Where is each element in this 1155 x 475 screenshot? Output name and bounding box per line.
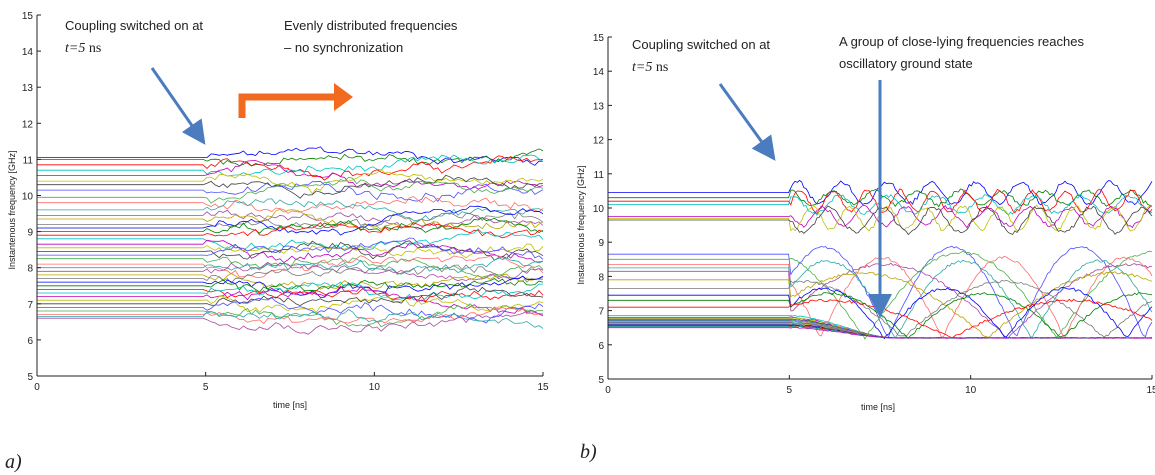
panel-a-annotation-2-line2: – no synchronization — [284, 40, 403, 55]
series-line — [608, 286, 1153, 340]
series-line — [37, 257, 544, 275]
y-tick-label: 13 — [593, 101, 605, 112]
series-line — [37, 205, 544, 236]
y-tick-label: 14 — [22, 47, 34, 58]
x-tick-label: 0 — [34, 382, 40, 393]
panel-a-y-label: Instantenous frequency [GHz] — [7, 150, 17, 269]
y-tick-label: 8 — [598, 272, 604, 283]
y-tick-label: 9 — [598, 238, 604, 249]
y-tick-label: 10 — [22, 192, 34, 203]
panel-b-label: b) — [580, 441, 597, 463]
y-tick-label: 7 — [598, 307, 604, 318]
series-line — [37, 272, 543, 290]
series-line — [37, 148, 544, 167]
panel-a-annotation-1-unit: ns — [85, 41, 101, 56]
panel-a-x-ticks: 0 5 10 15 — [34, 372, 549, 393]
series-line — [37, 278, 544, 293]
panel-a-x-label: time [ns] — [273, 400, 307, 410]
series-line — [37, 310, 544, 335]
series-line — [37, 309, 544, 329]
y-tick-label: 5 — [598, 375, 604, 386]
panel-b-annotation-1-line2: t=5 ns — [632, 60, 668, 75]
y-tick-label: 15 — [22, 11, 34, 22]
panel-a-label: a) — [5, 451, 22, 473]
y-tick-label: 15 — [593, 33, 605, 44]
x-tick-label: 15 — [1146, 385, 1155, 396]
panel-b-annotation-2-line1: A group of close-lying frequencies reach… — [839, 34, 1084, 49]
panel-a-annotation-2-line1: Evenly distributed frequencies — [284, 18, 458, 33]
panel-b-annotation-1-unit: ns — [652, 60, 668, 75]
x-tick-label: 5 — [203, 382, 209, 393]
series-line — [37, 221, 544, 239]
y-tick-label: 5 — [27, 372, 33, 383]
panel-a-annotation-1-line1: Coupling switched on at — [65, 18, 203, 33]
panel-b-x-ticks: 0 5 10 15 — [605, 375, 1155, 396]
series-line — [37, 281, 543, 302]
panel-b-y-ticks: 5 6 7 8 9 10 11 12 13 14 15 — [593, 33, 612, 386]
series-line — [37, 303, 544, 328]
y-tick-label: 6 — [27, 336, 33, 347]
series-line — [37, 256, 544, 278]
y-tick-label: 12 — [22, 119, 34, 130]
series-line — [37, 174, 544, 199]
series-line — [37, 196, 544, 214]
y-tick-label: 8 — [27, 264, 33, 275]
orange-right-arrow-icon — [238, 83, 353, 118]
y-tick-label: 11 — [23, 155, 34, 166]
y-tick-label: 12 — [593, 136, 605, 147]
panel-a-lines — [37, 146, 544, 335]
panel-b-annotation-2-line2: oscillatory ground state — [839, 56, 973, 71]
x-tick-label: 10 — [965, 385, 977, 396]
series-line — [37, 228, 544, 252]
series-line — [37, 212, 544, 230]
x-tick-label: 10 — [369, 382, 381, 393]
y-tick-label: 6 — [598, 341, 604, 352]
panel-b-annotation-1-var: t=5 — [632, 60, 652, 75]
panel-a-annotation-1-line2: t=5 ns — [65, 41, 101, 56]
y-tick-label: 10 — [593, 204, 605, 215]
series-line — [37, 169, 544, 195]
y-tick-label: 11 — [594, 170, 605, 181]
panel-b-y-label: Instantenous frequency [GHz] — [576, 165, 586, 284]
panel-b-x-label: time [ns] — [861, 402, 895, 412]
x-tick-label: 15 — [537, 382, 549, 393]
series-line — [37, 154, 544, 177]
series-line — [37, 261, 544, 282]
series-line — [37, 237, 544, 260]
series-line — [37, 275, 544, 298]
x-tick-label: 5 — [787, 385, 793, 396]
series-line — [37, 146, 544, 166]
series-line — [37, 295, 544, 313]
panel-a-y-ticks: 5 6 7 8 9 10 11 12 13 14 15 — [22, 11, 41, 383]
series-line — [37, 208, 544, 231]
series-line — [37, 286, 544, 307]
series-line — [37, 176, 544, 204]
series-line — [37, 160, 544, 190]
series-line — [37, 264, 544, 284]
series-line — [37, 209, 544, 230]
y-tick-label: 14 — [593, 67, 605, 78]
series-line — [37, 217, 544, 234]
series-line — [608, 327, 1153, 339]
blue-down-right-arrow-icon — [150, 67, 206, 145]
y-tick-label: 7 — [27, 300, 33, 311]
panel-a-annotation-1-var: t=5 — [65, 41, 85, 56]
y-tick-label: 9 — [27, 228, 33, 239]
blue-down-right-arrow-icon — [718, 83, 776, 161]
x-tick-label: 0 — [605, 385, 611, 396]
panel-b-annotation-1-line1: Coupling switched on at — [632, 37, 770, 52]
series-line — [37, 243, 544, 259]
series-line — [37, 240, 544, 261]
series-line — [608, 245, 1153, 338]
series-line — [37, 180, 544, 202]
y-tick-label: 13 — [22, 83, 34, 94]
series-line — [37, 198, 544, 221]
